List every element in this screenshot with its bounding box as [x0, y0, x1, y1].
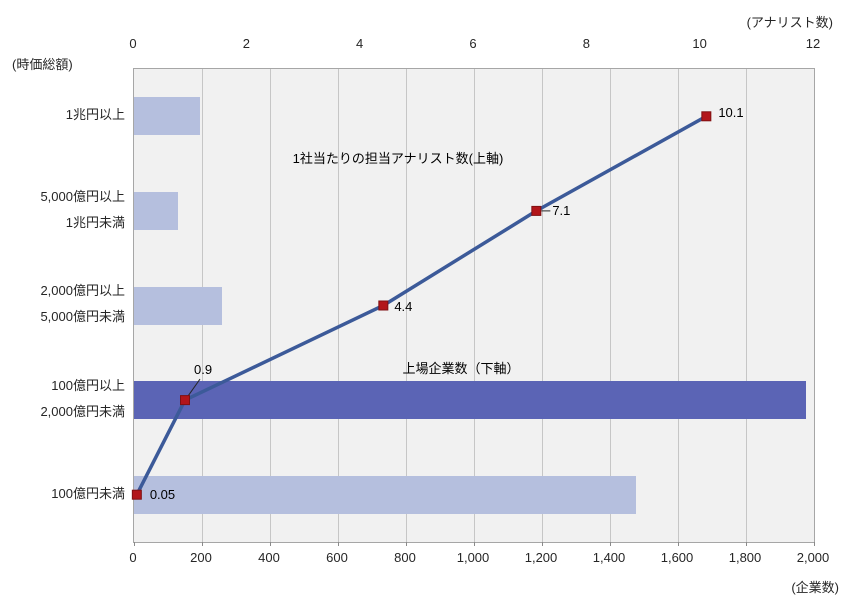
bottom-axis-tick: 0 [129, 550, 137, 565]
category-label-1: 5,000億円以上 1兆円未満 [0, 163, 125, 258]
bottom-axis-tick: 1,800 [728, 550, 762, 565]
bottom-axis-tickmark [202, 542, 203, 546]
line-series-annotation: 1社当たりの担当アナリスト数(上軸) [292, 151, 504, 166]
bottom-axis-tick: 800 [394, 550, 416, 565]
gridline [610, 69, 611, 542]
top-axis-tick: 2 [242, 36, 250, 51]
top-axis-tick: 6 [469, 36, 477, 51]
top-axis-ticks: 0 2 4 6 8 10 12 [129, 36, 820, 52]
bottom-axis-tick: 600 [326, 550, 348, 565]
bottom-axis-tickmark [338, 542, 339, 546]
category-label-line: 5,000億円未満 [40, 309, 125, 325]
bottom-axis-tick: 400 [258, 550, 280, 565]
bar-3 [134, 381, 806, 420]
top-axis-tick: 10 [692, 36, 707, 51]
category-label-line: 2,000億円未満 [40, 404, 125, 420]
bottom-axis-tick: 1,600 [660, 550, 694, 565]
category-label-line: 1兆円以上 [65, 107, 125, 123]
bottom-axis-tickmark [678, 542, 679, 546]
data-label: 4.4 [394, 298, 413, 314]
bottom-axis-tick: 1,000 [456, 550, 490, 565]
gridline [746, 69, 747, 542]
category-label-line: 100億円未満 [51, 485, 125, 501]
top-axis-tick: 8 [582, 36, 590, 51]
gridline [542, 69, 543, 542]
top-axis-unit-label: (アナリスト数) [746, 15, 833, 30]
line-point-marker [531, 205, 542, 216]
bottom-axis-tickmark [134, 542, 135, 546]
category-label-line: 5,000億円以上 [40, 188, 125, 204]
data-label: 10.1 [718, 105, 744, 121]
category-label-3: 100億円以上 2,000億円未満 [0, 352, 125, 447]
category-label-line: 1兆円未満 [65, 214, 125, 230]
category-label-line: 100億円以上 [51, 378, 125, 394]
gridline [474, 69, 475, 542]
bottom-axis-tickmark [474, 542, 475, 546]
bottom-axis-tickmark [610, 542, 611, 546]
left-axis-unit-label: (時価総額) [12, 57, 73, 72]
line-point-marker [701, 111, 712, 122]
category-label-line: 2,000億円以上 [40, 283, 125, 299]
data-label: 7.1 [552, 202, 571, 218]
category-label-2: 2,000億円以上 5,000億円未満 [0, 257, 125, 352]
plot-area: 10.1 7.1 4.4 0.9 0.05 1社当たりの担当アナリスト数(上軸) 上場企… [131, 68, 815, 546]
bottom-axis-tick: 200 [190, 550, 212, 565]
top-axis-tick: 12 [805, 36, 821, 51]
bar-2 [134, 286, 223, 325]
bottom-axis-tickmark [814, 542, 815, 546]
category-label-4: 100億円未満 [0, 446, 125, 541]
bottom-axis-tickmark [270, 542, 271, 546]
bottom-axis-tickmark [406, 542, 407, 546]
top-axis-tick: 4 [356, 36, 364, 51]
data-label: 0.05 [149, 486, 176, 502]
line-point-marker [378, 300, 389, 311]
bar-1 [134, 191, 179, 230]
bottom-axis-tickmark [542, 542, 543, 546]
gridline [678, 69, 679, 542]
category-label-0: 1兆円以上 [0, 68, 125, 163]
bottom-axis-tick: 1,400 [592, 550, 626, 565]
bar-4 [134, 475, 636, 514]
gridline [270, 69, 271, 542]
bottom-axis-ticks: 0 200 400 600 800 1,000 1,200 1,400 1,600 1,800 2,… [129, 550, 829, 566]
bottom-axis-unit-label: (企業数) [791, 580, 839, 595]
data-label: 0.9 [194, 362, 213, 378]
bar-series-annotation: 上場企業数（下軸） [402, 361, 520, 376]
gridline [338, 69, 339, 542]
bottom-axis-tick: 1,200 [524, 550, 558, 565]
bottom-axis-tick: 2,000 [796, 550, 830, 565]
top-axis-tick: 0 [129, 36, 137, 51]
bar-0 [134, 97, 201, 136]
bottom-axis-tickmark [746, 542, 747, 546]
